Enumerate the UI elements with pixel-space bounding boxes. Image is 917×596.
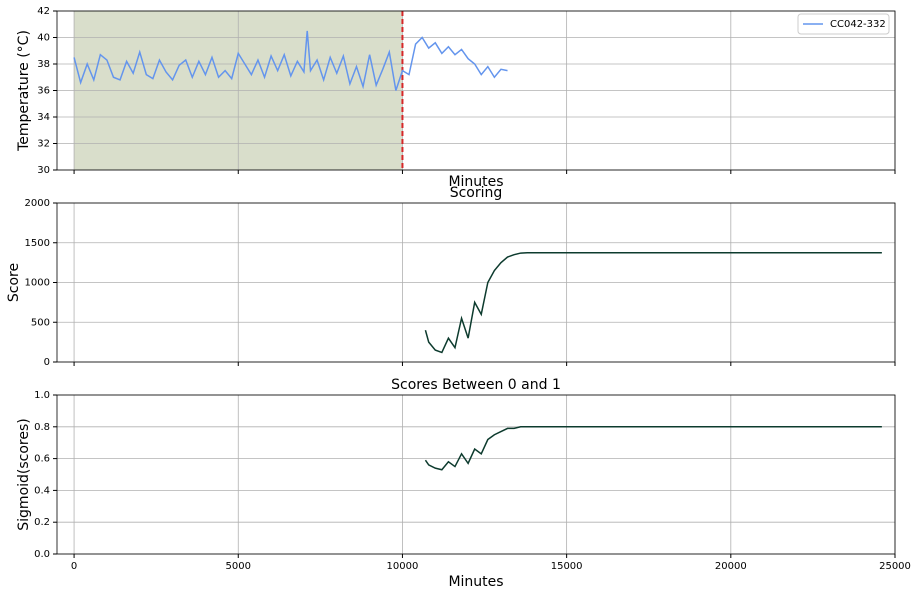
y-tick-label: 500	[31, 317, 50, 328]
y-tick-label: 0.8	[34, 422, 50, 433]
y-tick-label: 0.2	[34, 517, 50, 528]
y-tick-label: 0.6	[34, 454, 50, 465]
legend-label: CC042-332	[830, 19, 886, 30]
plot-frame	[56, 394, 896, 555]
y-tick-label: 1.0	[34, 390, 50, 401]
y-axis-label: Score	[6, 263, 22, 302]
chart-title: Scores Between 0 and 1	[391, 377, 561, 393]
y-tick-label: 32	[37, 139, 50, 150]
x-tick-label: 25000	[879, 561, 911, 572]
y-tick-label: 0.0	[34, 549, 50, 560]
chart-title: Scoring	[450, 185, 503, 201]
y-tick-label: 38	[37, 59, 50, 70]
data-line	[73, 30, 508, 91]
x-tick-label: 5000	[226, 561, 251, 572]
y-tick-label: 40	[37, 33, 50, 44]
x-tick-label: 15000	[551, 561, 583, 572]
y-tick-label: 36	[37, 86, 50, 97]
y-tick-label: 1500	[25, 238, 50, 249]
x-tick-label: 10000	[387, 561, 419, 572]
x-tick-label: 20000	[715, 561, 747, 572]
x-tick-label: 0	[71, 561, 77, 572]
plot-frame	[56, 10, 896, 171]
y-tick-label: 42	[37, 6, 50, 17]
y-tick-label: 1000	[25, 278, 50, 289]
y-axis-label: Temperature (°C)	[16, 30, 32, 152]
data-line	[424, 251, 882, 354]
legend-box	[797, 13, 890, 35]
y-tick-label: 34	[37, 112, 50, 123]
y-tick-label: 2000	[25, 198, 50, 209]
y-tick-label: 30	[37, 165, 50, 176]
y-tick-label: 0	[44, 357, 50, 368]
x-axis-label: Minutes	[448, 574, 503, 590]
y-axis-label: Sigmoid(scores)	[16, 418, 32, 530]
x-axis-label: Minutes	[448, 174, 503, 190]
data-line	[424, 426, 882, 471]
y-tick-label: 0.4	[34, 485, 50, 496]
plot-frame	[56, 202, 896, 363]
